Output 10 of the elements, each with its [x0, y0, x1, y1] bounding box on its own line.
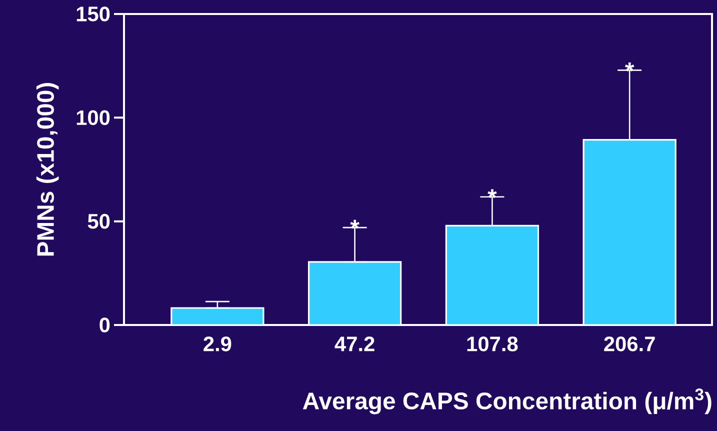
- y-tick-label: 50: [88, 214, 110, 229]
- x-axis-title: Average CAPS Concentration (μ/m$^{3}$): [302, 388, 712, 414]
- y-tick-label: 0: [100, 318, 110, 332]
- y-axis-title: PMNs (x10,000): [36, 83, 59, 256]
- y-tick-label: 100: [76, 110, 110, 126]
- y-tick-label: 150: [76, 6, 110, 22]
- x-tick-label: 2.9: [204, 336, 232, 352]
- x-tick-label: 206.7: [604, 336, 655, 352]
- x-tick-label: 107.8: [467, 336, 518, 352]
- x-tick-label: 47.2: [334, 336, 374, 352]
